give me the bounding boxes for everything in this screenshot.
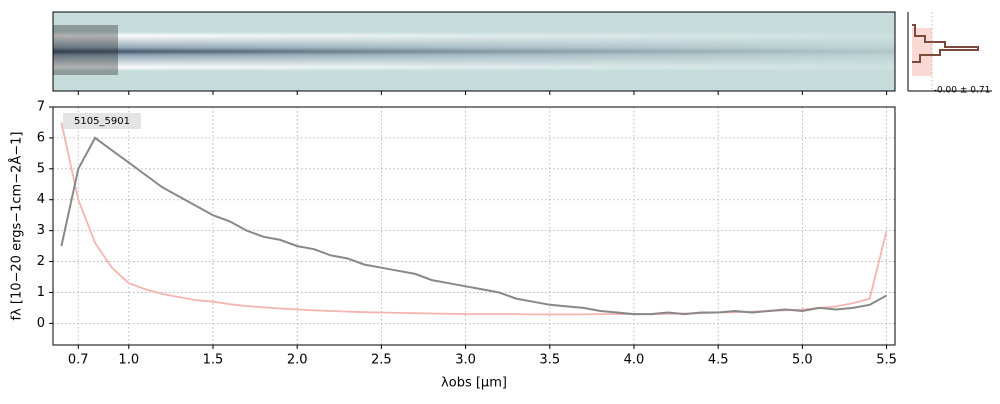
x-tick-label: 5.0 [792,353,813,368]
side-histogram: -0.00 ± 0.71 [907,12,992,96]
series-line [60,136,888,316]
x-tick-label: 2.0 [287,353,308,368]
x-tick-label: 4.5 [708,353,729,368]
x-tick-label: 5.5 [876,353,897,368]
x-tick-label: 0.7 [68,353,89,368]
annotation-box [63,113,141,129]
y-tick-label: 2 [37,254,45,269]
side-panel-label: -0.00 ± 0.71 [934,86,991,96]
spectrum-2d [52,11,896,92]
series-line [60,122,888,316]
y-tick-label: 7 [37,100,45,115]
y-tick-label: 1 [37,285,45,300]
x-tick-label: 4.0 [624,353,645,368]
plot-lines [60,122,888,316]
annotation: 5105_5901 [74,116,130,127]
x-tick-label: 3.0 [455,353,476,368]
x-axis-label: λobs [μm] [441,376,507,391]
y-tick-label: 6 [37,130,45,145]
y-tick-label: 0 [37,316,45,331]
x-tick-label: 1.0 [118,353,139,368]
x-tick-label: 2.5 [371,353,392,368]
y-tick-label: 3 [37,223,45,238]
y-axis-label: fλ [10−20 ergs−1cm−2Å−1] [9,132,25,321]
y-tick-label: 5 [37,161,45,176]
x-tick-label: 3.5 [539,353,560,368]
plot-frame [52,106,896,346]
x-tick-label: 1.5 [203,353,224,368]
y-tick-label: 4 [37,192,45,207]
